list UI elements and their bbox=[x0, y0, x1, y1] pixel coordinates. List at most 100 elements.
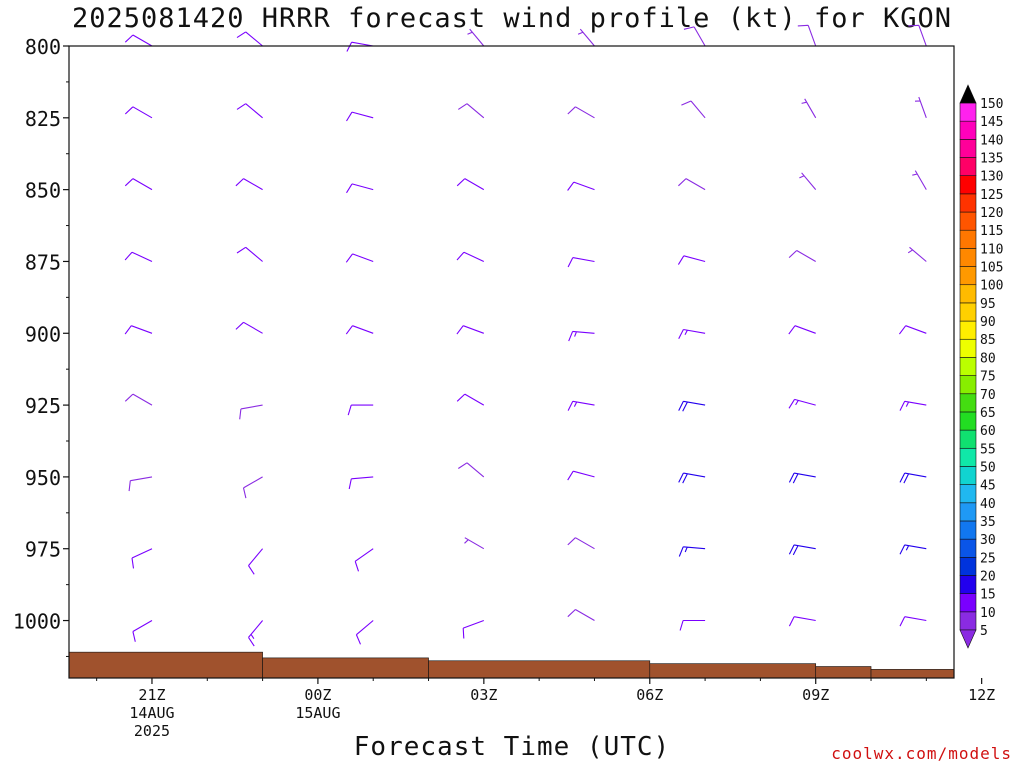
wind-barb bbox=[124, 393, 153, 406]
wind-barb bbox=[678, 400, 706, 412]
x-axis-label: Forecast Time (UTC) bbox=[353, 732, 671, 762]
wind-barb bbox=[799, 172, 817, 190]
x-tick-label: 03Z bbox=[470, 686, 497, 704]
colorbar-swatch bbox=[959, 520, 977, 540]
colorbar-label: 45 bbox=[980, 479, 996, 494]
x-tick-label: 06Z bbox=[636, 686, 663, 704]
colorbar-label: 150 bbox=[980, 97, 1003, 112]
colorbar-label: 120 bbox=[980, 206, 1003, 221]
wind-barb bbox=[567, 106, 595, 119]
wind-barb bbox=[348, 476, 374, 490]
colorbar-label: 35 bbox=[980, 515, 996, 530]
y-tick-label: 825 bbox=[25, 107, 61, 131]
wind-barb bbox=[345, 253, 374, 263]
wind-barb bbox=[128, 476, 153, 492]
credit-link[interactable]: coolwx.com/models bbox=[831, 744, 1012, 763]
colorbar-swatch bbox=[959, 320, 977, 340]
wind-barb bbox=[788, 544, 816, 556]
colorbar-label: 60 bbox=[980, 424, 996, 439]
colorbar-swatch bbox=[959, 375, 977, 395]
y-tick-label: 850 bbox=[25, 179, 61, 203]
colorbar-swatch bbox=[959, 447, 977, 467]
wind-barb bbox=[236, 31, 263, 47]
wind-barb bbox=[248, 548, 264, 575]
ground-segment bbox=[68, 651, 263, 679]
colorbar: 5 10 15 20 25 30 35 40 45 50 55 60 65 70 75 80 85 90 95 100… bbox=[959, 84, 1003, 649]
wind-barb bbox=[132, 620, 153, 642]
wind-barb bbox=[462, 619, 484, 639]
colorbar-swatch bbox=[959, 357, 977, 376]
x-tick-label: 21Z bbox=[138, 686, 165, 704]
wind-barb bbox=[899, 544, 927, 555]
y-tick-label: 875 bbox=[25, 250, 61, 274]
wind-barb bbox=[797, 24, 817, 47]
surface-ground-layer bbox=[68, 651, 955, 679]
colorbar-label: 10 bbox=[980, 606, 996, 621]
colorbar-swatch bbox=[959, 248, 977, 267]
colorbar-label: 50 bbox=[980, 460, 996, 475]
wind-barb bbox=[899, 616, 927, 627]
wind-barb bbox=[678, 546, 706, 557]
colorbar-swatch bbox=[959, 411, 977, 431]
wind-barb bbox=[577, 28, 595, 47]
colorbar-label: 80 bbox=[980, 351, 996, 366]
wind-barb bbox=[907, 246, 927, 262]
wind-barb bbox=[678, 472, 706, 484]
colorbar-swatch bbox=[959, 102, 977, 122]
ground-segment bbox=[649, 663, 817, 679]
wind-barb bbox=[899, 400, 927, 411]
colorbar-label: 25 bbox=[980, 551, 996, 566]
colorbar-label: 55 bbox=[980, 442, 996, 457]
wind-barb bbox=[456, 325, 484, 335]
colorbar-swatch bbox=[959, 229, 977, 249]
wind-barb bbox=[898, 325, 927, 335]
colorbar-label: 5 bbox=[980, 624, 988, 639]
colorbar-label: 75 bbox=[980, 370, 996, 385]
colorbar-label: 65 bbox=[980, 406, 996, 421]
colorbar-swatch bbox=[959, 284, 977, 304]
colorbar-label: 95 bbox=[980, 297, 996, 312]
colorbar-swatch bbox=[959, 266, 977, 286]
wind-barb bbox=[914, 96, 927, 118]
ground-segment bbox=[870, 669, 955, 679]
wind-barb bbox=[346, 111, 374, 122]
x-tick-label: 09Z bbox=[802, 686, 829, 704]
wind-barb bbox=[242, 476, 263, 499]
colorbar-swatch bbox=[959, 502, 977, 522]
wind-barb bbox=[567, 181, 595, 191]
colorbar-swatch bbox=[959, 393, 977, 413]
colorbar-swatch bbox=[959, 302, 977, 322]
colorbar-label: 130 bbox=[980, 170, 1003, 185]
colorbar-label: 115 bbox=[980, 224, 1003, 239]
ground-segment bbox=[262, 657, 429, 679]
colorbar-label: 135 bbox=[980, 152, 1003, 167]
colorbar-label: 20 bbox=[980, 569, 996, 584]
wind-barb bbox=[912, 170, 927, 190]
colorbar-swatch bbox=[959, 193, 977, 213]
x-tick-label: 14AUG bbox=[129, 704, 174, 722]
y-tick-label: 800 bbox=[25, 35, 61, 59]
wind-barb bbox=[124, 251, 153, 262]
chart-title: 2025081420 HRRR forecast wind profile (k… bbox=[71, 3, 953, 34]
wind-barb bbox=[236, 246, 263, 262]
ground-segment bbox=[815, 666, 872, 679]
colorbar-max-arrow bbox=[959, 84, 977, 104]
colorbar-swatch bbox=[959, 429, 977, 449]
wind-barb bbox=[456, 251, 485, 262]
colorbar-label: 30 bbox=[980, 533, 996, 548]
x-tick-label: 00Z bbox=[304, 686, 331, 704]
wind-barb bbox=[568, 330, 595, 342]
y-tick-label: 925 bbox=[25, 394, 61, 418]
colorbar-label: 15 bbox=[980, 588, 996, 603]
wind-barb bbox=[464, 537, 485, 550]
colorbar-label: 90 bbox=[980, 315, 996, 330]
x-tick-label: 2025 bbox=[134, 722, 170, 740]
wind-barb bbox=[347, 404, 374, 416]
colorbar-swatch bbox=[959, 538, 977, 558]
wind-barb bbox=[908, 24, 927, 47]
colorbar-swatch bbox=[959, 175, 977, 195]
colorbar-swatch bbox=[959, 484, 977, 504]
wind-barb bbox=[567, 400, 595, 411]
